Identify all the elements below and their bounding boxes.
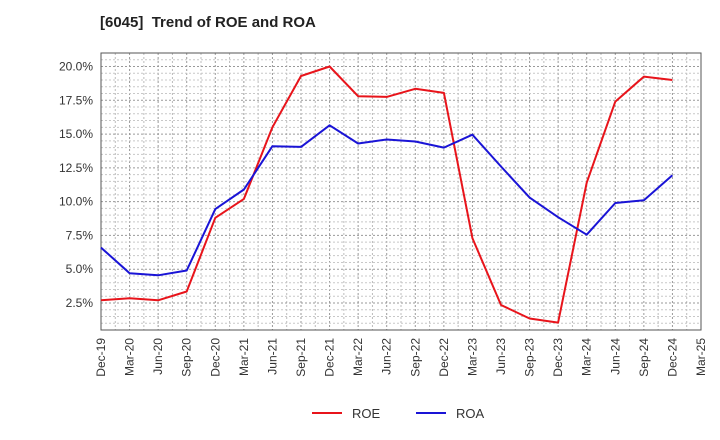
y-tick-label: 10.0%	[59, 195, 93, 209]
x-tick-label: Jun-20	[151, 338, 165, 375]
x-tick-label: Sep-22	[408, 338, 422, 377]
y-tick-label: 7.5%	[66, 228, 94, 242]
legend-label-roe: ROE	[352, 406, 381, 421]
series-line-roa	[100, 124, 674, 277]
x-tick-label: Dec-23	[551, 338, 565, 377]
x-tick-label: Dec-21	[323, 338, 337, 377]
y-tick-label: 5.0%	[66, 262, 94, 276]
x-tick-label: Dec-19	[94, 338, 108, 377]
y-tick-label: 12.5%	[59, 161, 93, 175]
x-tick-label: Mar-24	[580, 338, 594, 376]
x-tick-label: Sep-21	[294, 338, 308, 377]
x-tick-label: Dec-24	[665, 338, 679, 377]
y-tick-label: 20.0%	[59, 60, 93, 74]
x-tick-label: Dec-22	[437, 338, 451, 377]
x-tick-label: Sep-24	[637, 338, 651, 377]
plot-frame	[100, 52, 702, 331]
x-tick-label: Jun-24	[608, 338, 622, 375]
x-tick-label: Mar-23	[465, 338, 479, 376]
x-tick-label: Sep-20	[180, 338, 194, 377]
x-tick-label: Jun-22	[380, 338, 394, 375]
x-tick-label: Jun-21	[265, 338, 279, 375]
legend-label-roa: ROA	[456, 406, 485, 421]
y-tick-label: 15.0%	[59, 127, 93, 141]
x-tick-label: Mar-22	[351, 338, 365, 376]
x-tick-label: Mar-25	[694, 338, 708, 376]
x-tick-label: Mar-21	[237, 338, 251, 376]
x-tick-label: Jun-23	[494, 338, 508, 375]
y-tick-label: 2.5%	[66, 296, 94, 310]
y-tick-label: 17.5%	[59, 93, 93, 107]
x-tick-label: Dec-20	[208, 338, 222, 377]
chart-title: [6045] Trend of ROE and ROA	[100, 14, 316, 31]
x-tick-label: Mar-20	[123, 338, 137, 376]
x-tick-label: Sep-23	[523, 338, 537, 377]
